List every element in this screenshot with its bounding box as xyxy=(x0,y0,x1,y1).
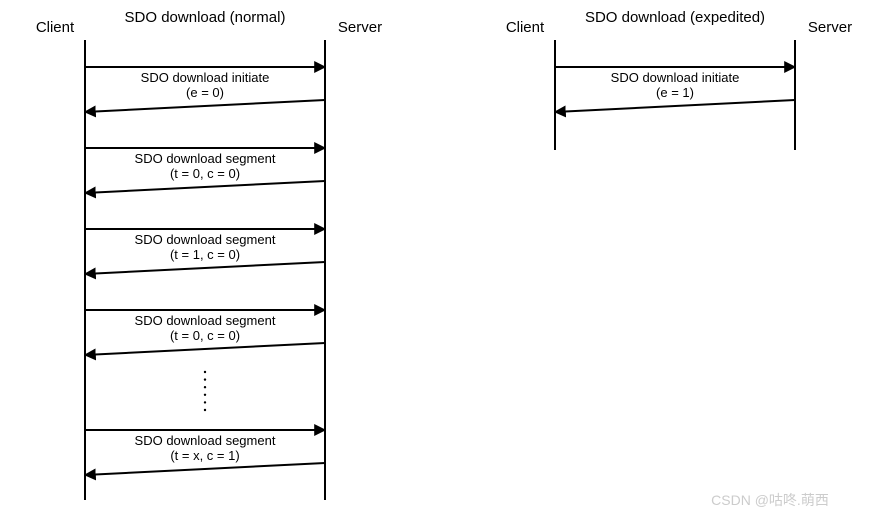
normal-req-label1-1: SDO download segment xyxy=(135,151,276,166)
normal-req-label2-4: (t = x, c = 1) xyxy=(170,448,239,463)
normal-title: SDO download (normal) xyxy=(125,9,286,26)
normal-ellipsis-dot xyxy=(204,386,206,388)
watermark: CSDN @咕咚.萌西 xyxy=(711,492,829,508)
normal-ellipsis-dot xyxy=(204,394,206,396)
normal-server-label: Server xyxy=(338,19,382,36)
expedited-req-label2-0: (e = 1) xyxy=(656,85,694,100)
expedited-server-label: Server xyxy=(808,19,852,36)
normal-ellipsis-dot xyxy=(204,378,206,380)
normal-req-label2-0: (e = 0) xyxy=(186,85,224,100)
normal-req-label2-3: (t = 0, c = 0) xyxy=(170,328,240,343)
normal-ellipsis-dot xyxy=(204,401,206,403)
normal-req-label1-3: SDO download segment xyxy=(135,313,276,328)
normal-resp-arrow-1 xyxy=(85,181,325,193)
expedited-group: SDO download (expedited) Client Server SDO … xyxy=(506,9,852,150)
normal-resp-arrow-4 xyxy=(85,463,325,475)
normal-req-label1-0: SDO download initiate xyxy=(141,70,270,85)
expedited-title: SDO download (expedited) xyxy=(585,9,765,26)
normal-req-label2-1: (t = 0, c = 0) xyxy=(170,166,240,181)
expedited-client-label: Client xyxy=(506,19,545,36)
normal-req-label1-4: SDO download segment xyxy=(135,433,276,448)
expedited-resp-arrow-0 xyxy=(555,100,795,112)
normal-resp-arrow-0 xyxy=(85,100,325,112)
normal-req-label2-2: (t = 1, c = 0) xyxy=(170,247,240,262)
normal-resp-arrow-3 xyxy=(85,343,325,355)
normal-req-label1-2: SDO download segment xyxy=(135,232,276,247)
normal-group: SDO download (normal) Client Server SDO dow… xyxy=(36,9,382,500)
normal-resp-arrow-2 xyxy=(85,262,325,274)
normal-ellipsis-dot xyxy=(204,409,206,411)
normal-ellipsis-dot xyxy=(204,371,206,373)
normal-client-label: Client xyxy=(36,19,75,36)
expedited-req-label1-0: SDO download initiate xyxy=(611,70,740,85)
